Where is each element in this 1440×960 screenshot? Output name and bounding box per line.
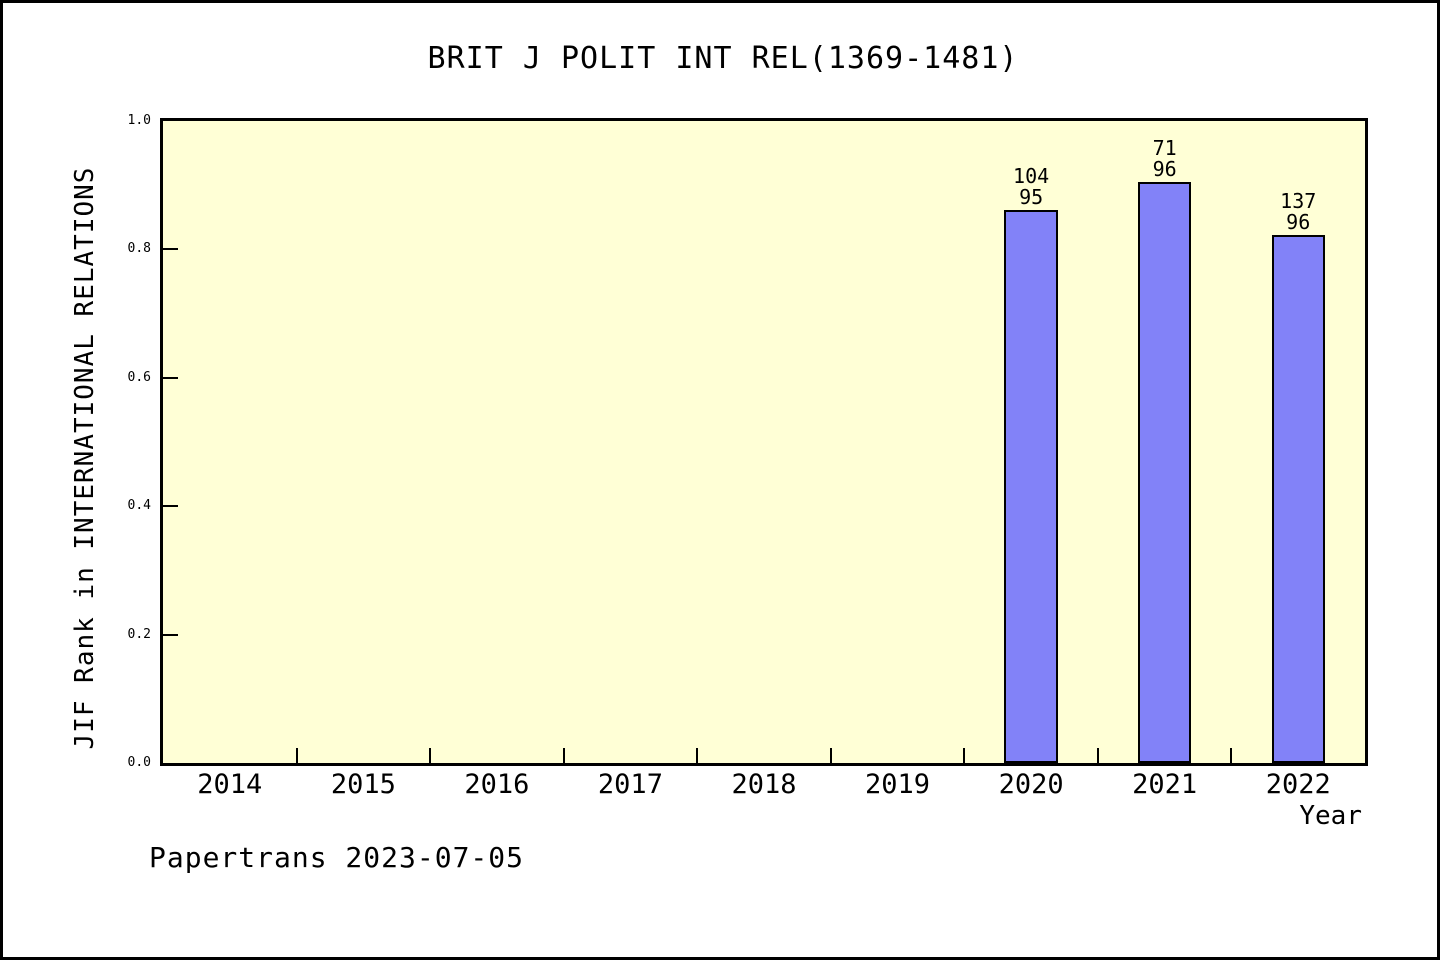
chart-title: BRIT J POLIT INT REL(1369-1481) bbox=[427, 41, 1019, 76]
x-axis-tick-3 bbox=[562, 748, 565, 763]
plot-wrap: 104 95 71 96 137 96 Year 0.0 0.2 0.4 0.6 0.8 1.… bbox=[128, 113, 1368, 831]
x-axis-tick-6 bbox=[963, 748, 966, 763]
bar-2022 bbox=[1271, 234, 1325, 763]
x-tick-label-2016: 2016 bbox=[464, 769, 530, 800]
x-tick-label-2014: 2014 bbox=[197, 769, 263, 800]
x-axis-tick-2 bbox=[429, 748, 432, 763]
y-axis-title: JIF Rank in INTERNATIONAL RELATIONS bbox=[70, 166, 100, 750]
x-axis-title: Year bbox=[1299, 801, 1362, 831]
bar-value-label-2020: 104 95 bbox=[1013, 163, 1050, 209]
x-tick-label-2017: 2017 bbox=[597, 769, 663, 800]
x-axis-tick-5 bbox=[829, 748, 832, 763]
y-tick-label-0.4: 0.4 bbox=[127, 498, 151, 514]
plot-area: 104 95 71 96 137 96 bbox=[160, 118, 1368, 766]
y-tick-label-0.2: 0.2 bbox=[127, 626, 151, 642]
x-axis-tick-7 bbox=[1096, 748, 1099, 763]
x-axis-tick-1 bbox=[295, 748, 298, 763]
bar-2020 bbox=[1004, 209, 1058, 763]
y-tick-label-0.0: 0.0 bbox=[127, 755, 151, 770]
bar-value-label-2022: 137 96 bbox=[1280, 188, 1317, 234]
x-tick-label-2021: 2021 bbox=[1132, 769, 1198, 800]
y-tick-label-1.0: 1.0 bbox=[127, 113, 151, 128]
x-tick-label-2018: 2018 bbox=[731, 769, 797, 800]
x-tick-label-2015: 2015 bbox=[330, 769, 396, 800]
x-tick-label-2020: 2020 bbox=[998, 769, 1064, 800]
y-axis-tick-0.6 bbox=[163, 376, 178, 379]
x-tick-label-2022: 2022 bbox=[1265, 769, 1331, 800]
y-axis-tick-0.8 bbox=[163, 248, 178, 251]
footer-watermark: Papertrans 2023-07-05 bbox=[149, 841, 525, 874]
y-tick-label-0.8: 0.8 bbox=[127, 241, 151, 257]
x-tick-label-2019: 2019 bbox=[865, 769, 931, 800]
bar-2021 bbox=[1137, 182, 1192, 763]
x-axis-tick-4 bbox=[696, 748, 699, 763]
bar-value-label-2021: 71 96 bbox=[1152, 136, 1177, 181]
x-axis-tick-8 bbox=[1230, 748, 1233, 763]
y-tick-label-0.6: 0.6 bbox=[127, 369, 151, 385]
y-axis-tick-0.2 bbox=[163, 633, 178, 636]
y-axis-tick-0.4 bbox=[163, 505, 178, 508]
